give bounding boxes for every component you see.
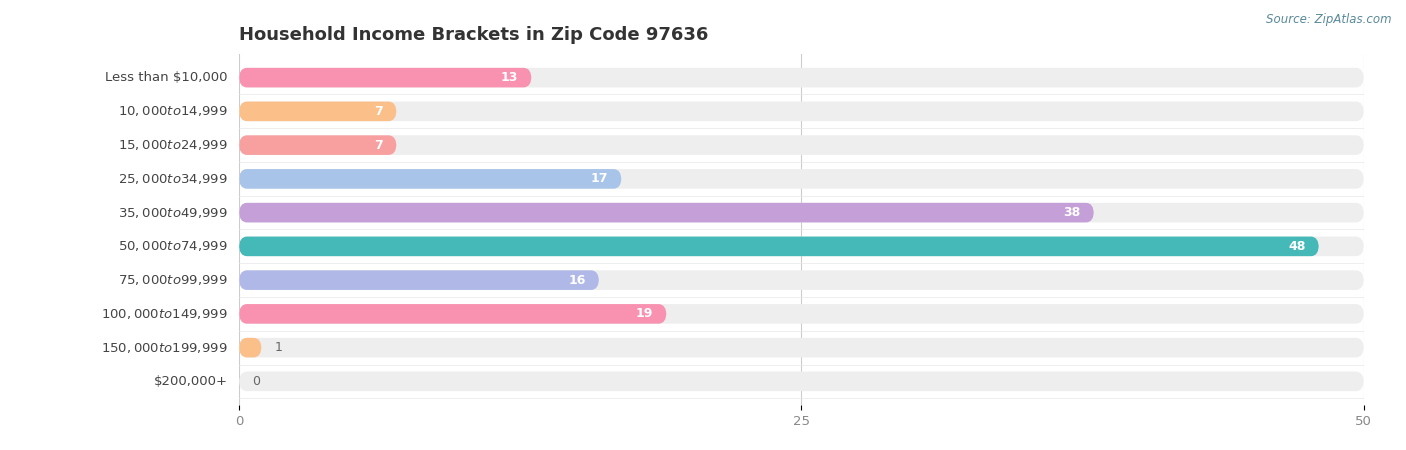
FancyBboxPatch shape xyxy=(239,372,1364,391)
Text: 1: 1 xyxy=(276,341,283,354)
FancyBboxPatch shape xyxy=(239,102,1364,121)
FancyBboxPatch shape xyxy=(239,203,1094,222)
FancyBboxPatch shape xyxy=(239,237,1319,256)
Text: 16: 16 xyxy=(568,274,585,287)
Text: Household Income Brackets in Zip Code 97636: Household Income Brackets in Zip Code 97… xyxy=(239,26,709,44)
FancyBboxPatch shape xyxy=(239,68,1364,87)
Text: 48: 48 xyxy=(1288,240,1305,253)
Text: 17: 17 xyxy=(591,172,607,185)
Text: 13: 13 xyxy=(501,71,517,84)
Text: $25,000 to $34,999: $25,000 to $34,999 xyxy=(118,172,228,186)
Text: $150,000 to $199,999: $150,000 to $199,999 xyxy=(101,341,228,355)
FancyBboxPatch shape xyxy=(239,135,1364,155)
Text: Less than $10,000: Less than $10,000 xyxy=(105,71,228,84)
FancyBboxPatch shape xyxy=(239,169,621,189)
FancyBboxPatch shape xyxy=(239,169,1364,189)
FancyBboxPatch shape xyxy=(239,102,396,121)
FancyBboxPatch shape xyxy=(239,338,1364,357)
FancyBboxPatch shape xyxy=(239,270,1364,290)
Text: $75,000 to $99,999: $75,000 to $99,999 xyxy=(118,273,228,287)
Text: 38: 38 xyxy=(1063,206,1080,219)
Text: $35,000 to $49,999: $35,000 to $49,999 xyxy=(118,206,228,220)
FancyBboxPatch shape xyxy=(239,237,1364,256)
Text: 7: 7 xyxy=(374,139,382,152)
FancyBboxPatch shape xyxy=(239,68,531,87)
Text: 7: 7 xyxy=(374,105,382,118)
FancyBboxPatch shape xyxy=(239,304,666,324)
Text: $200,000+: $200,000+ xyxy=(153,375,228,388)
Text: $15,000 to $24,999: $15,000 to $24,999 xyxy=(118,138,228,152)
FancyBboxPatch shape xyxy=(239,203,1364,222)
Text: $10,000 to $14,999: $10,000 to $14,999 xyxy=(118,104,228,118)
FancyBboxPatch shape xyxy=(239,270,599,290)
FancyBboxPatch shape xyxy=(239,338,262,357)
Text: Source: ZipAtlas.com: Source: ZipAtlas.com xyxy=(1267,14,1392,27)
FancyBboxPatch shape xyxy=(239,304,1364,324)
Text: $50,000 to $74,999: $50,000 to $74,999 xyxy=(118,239,228,253)
Text: $100,000 to $149,999: $100,000 to $149,999 xyxy=(101,307,228,321)
Text: 0: 0 xyxy=(253,375,260,388)
Text: 19: 19 xyxy=(636,307,652,320)
FancyBboxPatch shape xyxy=(239,135,396,155)
